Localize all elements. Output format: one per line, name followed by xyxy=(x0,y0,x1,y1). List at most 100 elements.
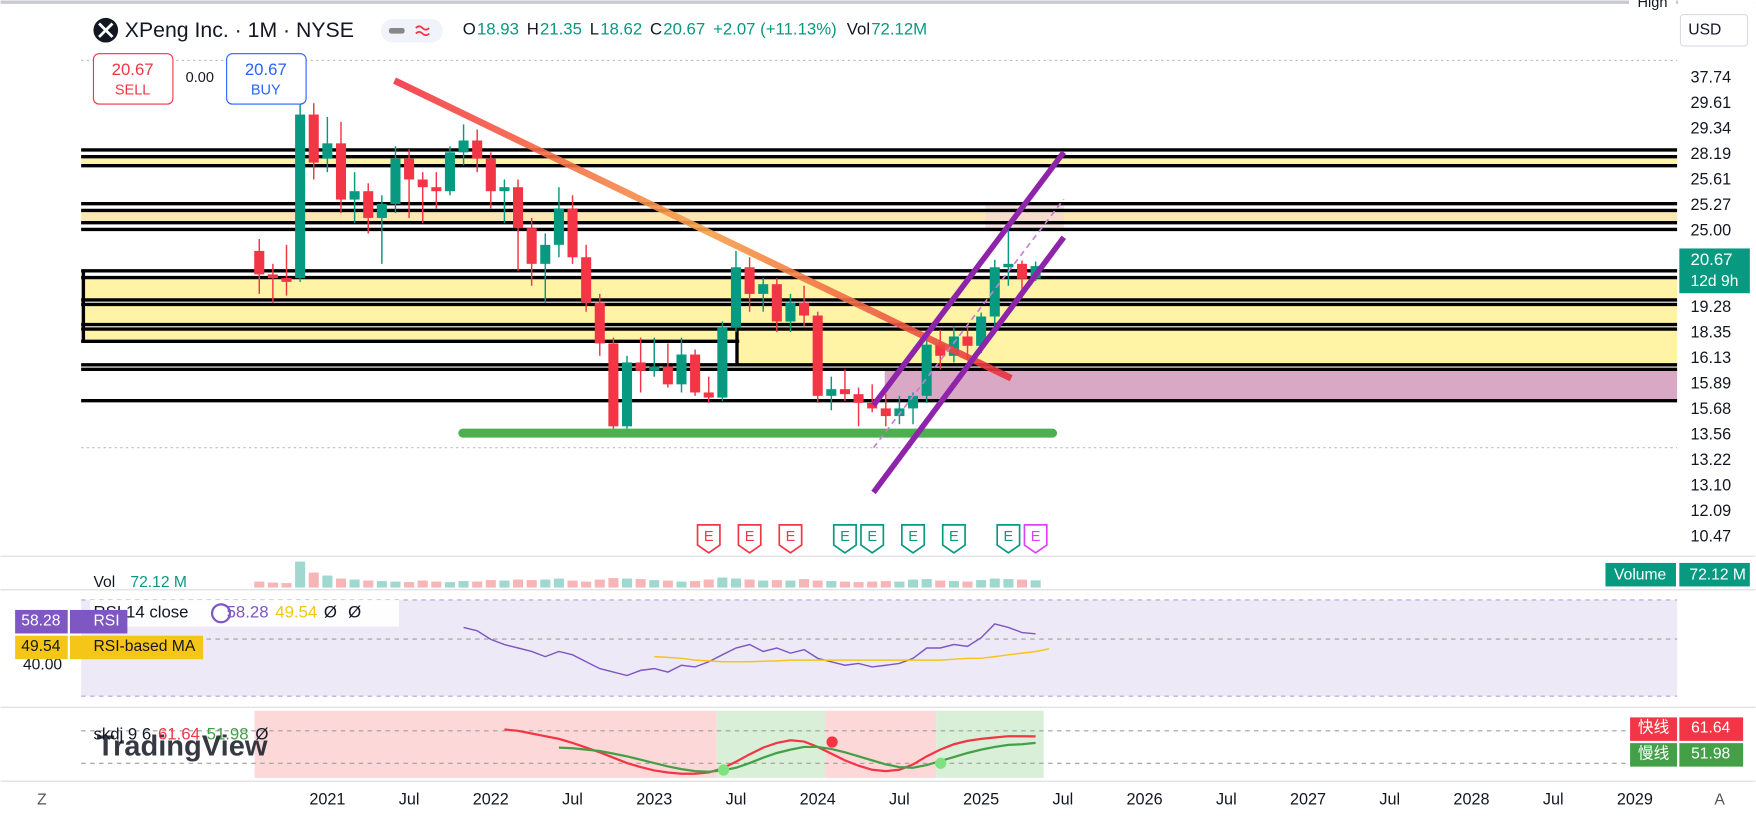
candle-body xyxy=(335,143,347,200)
volume-bar xyxy=(799,579,810,588)
candle-body xyxy=(363,191,374,218)
x-tick-label: 2026 xyxy=(1127,790,1163,808)
earnings-label[interactable]: E xyxy=(1031,529,1041,545)
earnings-marker[interactable] xyxy=(1023,524,1048,554)
ohlc-value: 18.62 xyxy=(600,20,642,39)
candle-body xyxy=(390,158,401,204)
series-badge-bg xyxy=(69,635,204,660)
volume-bar xyxy=(390,581,401,588)
volume-bar xyxy=(921,579,932,588)
series-badge xyxy=(1679,717,1744,741)
series-badge xyxy=(1630,717,1678,741)
ohlc-value: 21.35 xyxy=(540,20,582,39)
buy-price[interactable]: 20.67 xyxy=(245,60,287,79)
volume-badge xyxy=(1679,562,1750,587)
candle-body xyxy=(281,278,292,282)
cut-box xyxy=(1628,0,1676,12)
earnings-marker[interactable] xyxy=(860,524,885,554)
candle-body xyxy=(540,244,551,264)
volume-bar xyxy=(908,579,919,588)
earnings-label[interactable]: E xyxy=(867,529,877,545)
x-axis: 2021 Jul 2022 Jul 2023 Jul 2024 Jul 2025 Jul 2026 J… xyxy=(309,790,1653,808)
volume-bar xyxy=(267,582,278,588)
volume-bar xyxy=(485,580,496,588)
cross-dot xyxy=(935,757,947,769)
volume-bar xyxy=(758,580,769,588)
price-label: 25.00 xyxy=(1691,222,1732,240)
series-badge-value: 49.54 xyxy=(21,638,60,655)
earnings-label[interactable]: E xyxy=(840,529,850,545)
candle-body xyxy=(267,274,278,279)
volume-bar xyxy=(472,581,483,588)
candle-body xyxy=(839,389,850,395)
earnings-label[interactable]: E xyxy=(786,529,796,545)
sell-button[interactable] xyxy=(92,53,174,105)
candle-body xyxy=(880,408,891,417)
earnings-label[interactable]: E xyxy=(745,529,755,545)
ohlc-value: 18.93 xyxy=(477,20,519,39)
price-label: 19.28 xyxy=(1691,298,1732,316)
sell-price[interactable]: 20.67 xyxy=(112,60,154,79)
toggle-icon xyxy=(415,25,430,37)
candle-body xyxy=(513,187,524,229)
earnings-marker[interactable] xyxy=(832,524,857,554)
ohlc-legend: O 18.93 H 21.35 L 18.62 C 20.67 +2.07 (+11.13%) V… xyxy=(463,20,927,39)
zone xyxy=(884,369,1678,401)
kdj-pane: skdj 9 6 61.64 51.98 Ø 快线 61.64 慢线 51.98 xyxy=(93,717,1744,775)
candle-body xyxy=(635,362,646,371)
earnings-label[interactable]: E xyxy=(1004,529,1014,545)
logo-mark xyxy=(98,22,114,38)
currency-button[interactable] xyxy=(1679,13,1749,47)
x-tick-label: 2025 xyxy=(963,790,999,808)
earnings-label[interactable]: E xyxy=(704,529,714,545)
x-tick-label: 2024 xyxy=(800,790,836,808)
volume-badge-value: 72.12 M xyxy=(1689,566,1746,583)
volume-bar xyxy=(349,579,360,588)
x-tick-label: Jul xyxy=(889,790,910,808)
x-tick-label: Jul xyxy=(1543,790,1564,808)
earnings-marker[interactable] xyxy=(996,524,1021,554)
volume-bar xyxy=(513,579,524,588)
candle-body xyxy=(962,336,973,346)
volume-bar xyxy=(880,581,891,588)
indicator-value: 58.28 xyxy=(227,603,269,622)
earnings-marker[interactable] xyxy=(737,524,762,554)
candle-body xyxy=(608,343,619,427)
candle-body xyxy=(581,257,592,303)
volume-bar xyxy=(785,580,796,588)
earnings-marker[interactable] xyxy=(778,524,803,554)
earnings-marker[interactable] xyxy=(941,524,966,554)
series-badge-value: 61.64 xyxy=(1691,720,1730,737)
auto-button[interactable]: A xyxy=(1714,791,1725,808)
sell-label[interactable]: SELL xyxy=(115,82,151,98)
ohlc-key: C xyxy=(650,20,662,39)
volume-bar xyxy=(662,580,673,588)
series-badge-value: 51.98 xyxy=(1691,745,1730,762)
buy-button[interactable] xyxy=(226,53,307,105)
buy-label[interactable]: BUY xyxy=(251,82,281,98)
candle-body xyxy=(1016,263,1028,279)
earnings-label[interactable]: E xyxy=(908,529,918,545)
candle-body xyxy=(376,203,387,218)
series-badge-name: 快线 xyxy=(1638,719,1670,737)
currency[interactable]: USD xyxy=(1688,21,1721,38)
earnings-marker[interactable] xyxy=(696,524,721,554)
toggle[interactable] xyxy=(381,19,443,43)
candle-body xyxy=(690,354,701,393)
earnings-label[interactable]: E xyxy=(949,529,959,545)
settings-icon[interactable] xyxy=(210,603,232,624)
earnings-marker[interactable] xyxy=(901,524,926,554)
candle-body xyxy=(295,114,306,279)
cut-label: High xyxy=(1638,0,1668,11)
x-tick-label: Jul xyxy=(726,790,747,808)
x-tick-label: 2029 xyxy=(1617,790,1653,808)
series-badge-name: 慢线 xyxy=(1638,744,1670,762)
volume-title: Vol xyxy=(93,574,115,591)
x-tick-label: 2021 xyxy=(309,790,345,808)
candle-body xyxy=(867,402,878,409)
zoom-button[interactable]: Z xyxy=(37,791,47,808)
indicator-line xyxy=(654,648,1050,663)
candle-body xyxy=(649,366,660,371)
